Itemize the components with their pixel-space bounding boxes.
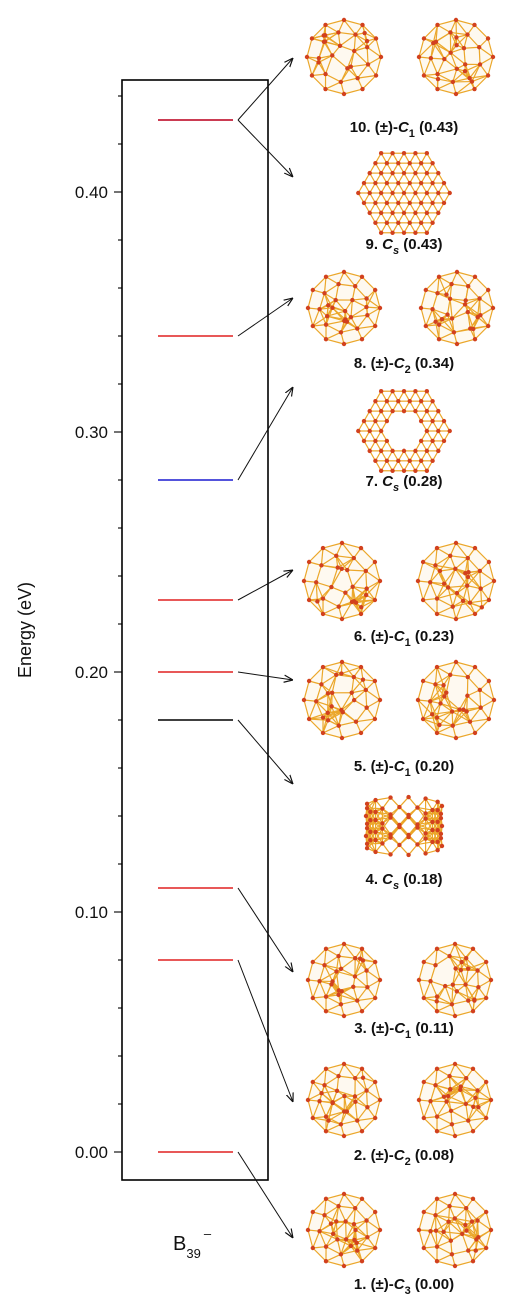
isomer-9-structure <box>356 151 452 235</box>
energy-levels <box>158 119 233 1153</box>
isomer-2-structure-left <box>305 1061 383 1139</box>
isomer-8-structure-left <box>305 269 383 347</box>
arrow-9 <box>237 119 293 177</box>
isomer-8-label: 8. (±)-C2 (0.34) <box>354 355 454 376</box>
isomer-labels: 1. (±)-C3 (0.00) 2. (±)-C2 (0.08) 3. (±)-C… <box>350 119 459 1297</box>
arrow-7 <box>237 387 293 481</box>
isomer-structures <box>301 17 497 1269</box>
x-category-label: B39– <box>173 1226 212 1261</box>
isomer-9-label: 9. Cs (0.43) <box>365 236 442 257</box>
isomer-4-label: 4. Cs (0.18) <box>365 871 442 892</box>
isomer-3-structure-left <box>305 941 383 1019</box>
plot-border <box>121 79 269 1181</box>
isomer-5-label: 5. (±)-C1 (0.20) <box>354 758 454 779</box>
y-axis-label: Energy (eV) <box>15 582 35 678</box>
isomer-10-structure-left <box>304 17 384 97</box>
isomer-4-structure <box>363 794 445 858</box>
y-axis: 0.00 0.10 0.20 0.30 0.40 Energy (eV) B39– <box>15 95 212 1261</box>
isomer-6-structure-right <box>415 540 497 622</box>
isomer-10-structure-right <box>416 17 496 97</box>
arrow-10 <box>237 58 293 121</box>
isomer-1-label: 1. (±)-C3 (0.00) <box>354 1276 454 1297</box>
arrow-6 <box>237 570 293 601</box>
y-tick-label: 0.00 <box>75 1143 108 1162</box>
y-tick-label: 0.30 <box>75 423 108 442</box>
isomer-10-label: 10. (±)-C1 (0.43) <box>350 119 459 140</box>
isomer-1-structure-left <box>305 1191 383 1269</box>
y-tick-label: 0.40 <box>75 183 108 202</box>
arrow-8 <box>237 298 293 337</box>
isomer-8-structure-right <box>418 269 496 347</box>
isomer-2-structure-right <box>416 1061 494 1139</box>
isomer-3-label: 3. (±)-C1 (0.11) <box>354 1020 453 1041</box>
plot-frame <box>121 79 269 1181</box>
connector-arrows <box>237 58 293 1238</box>
isomer-7-label: 7. Cs (0.28) <box>365 473 442 494</box>
y-tick-label: 0.10 <box>75 903 108 922</box>
isomer-6-structure-left <box>301 540 383 622</box>
arrow-5 <box>237 671 293 680</box>
arrow-3 <box>237 887 293 972</box>
arrow-2 <box>237 959 293 1102</box>
isomer-7-structure <box>356 389 452 473</box>
isomer-3-structure-right <box>416 941 494 1019</box>
arrow-4 <box>237 719 293 784</box>
isomer-2-label: 2. (±)-C2 (0.08) <box>354 1147 454 1168</box>
isomer-1-structure-right <box>416 1191 494 1269</box>
arrow-1 <box>237 1151 293 1238</box>
isomer-5-structure-right <box>415 659 497 741</box>
y-tick-label: 0.20 <box>75 663 108 682</box>
isomer-6-label: 6. (±)-C1 (0.23) <box>354 628 454 649</box>
isomer-5-structure-left <box>301 659 383 741</box>
